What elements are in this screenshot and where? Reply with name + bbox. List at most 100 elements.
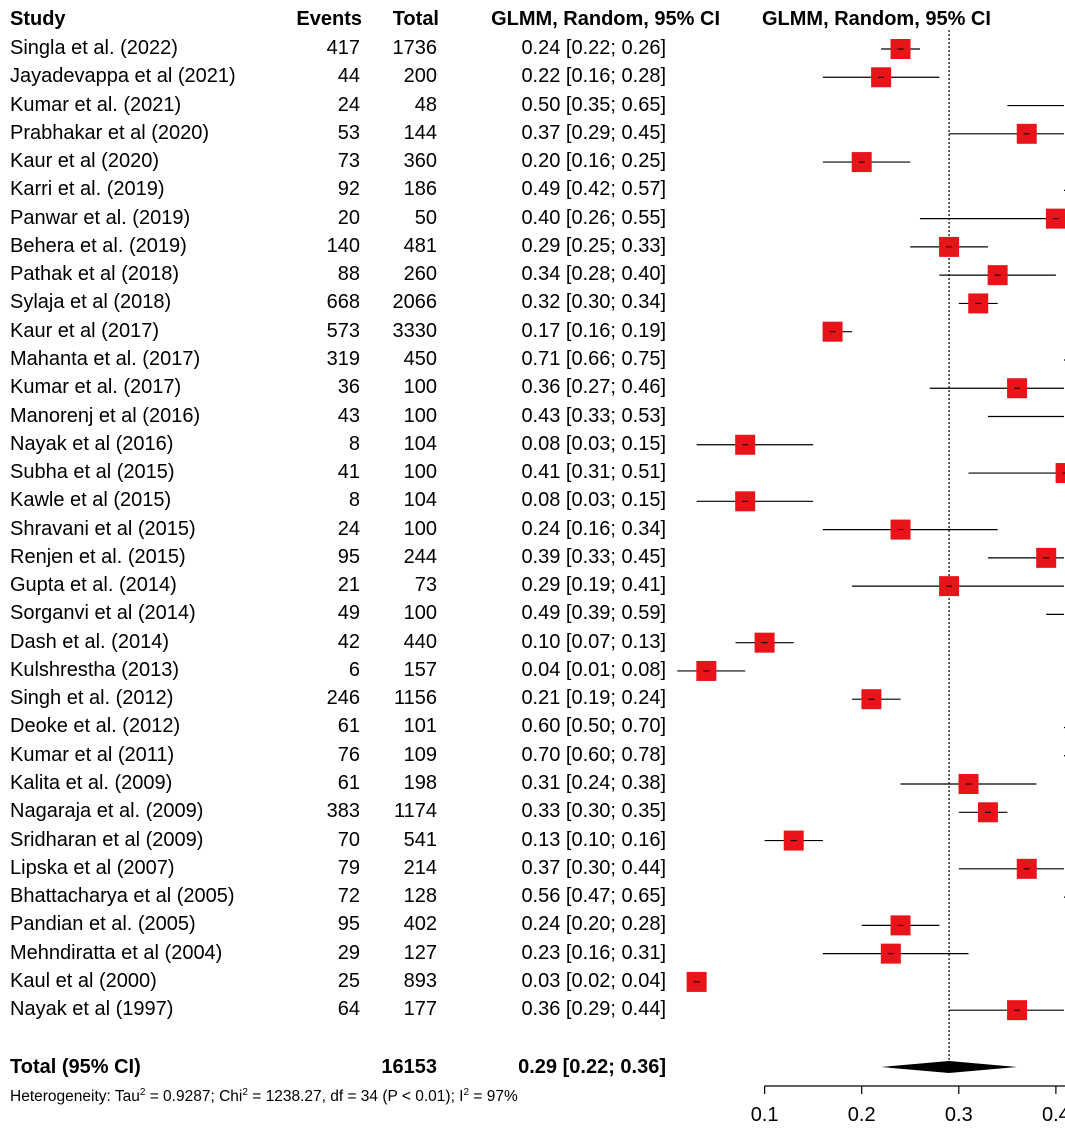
table-row: Behera et al. (2019) 140 481 0.29 [0.25; 0.… bbox=[0, 233, 720, 261]
study-name: Subha et al (2015) bbox=[10, 461, 175, 484]
table-row: Pathak et al (2018) 88 260 0.34 [0.28; 0.40… bbox=[0, 261, 720, 289]
ci-value: 0.24 [0.22; 0.26] bbox=[521, 37, 666, 59]
study-name: Shravani et al (2015) bbox=[10, 517, 196, 540]
ci-value: 0.36 [0.29; 0.44] bbox=[521, 998, 666, 1021]
study-name: Gupta et al. (2014) bbox=[10, 574, 177, 597]
total-value: 177 bbox=[403, 998, 437, 1021]
study-name: Jayadevappa et al (2021) bbox=[10, 65, 236, 88]
table-row: Kalita et al. (2009) 61 198 0.31 [0.24; 0.3… bbox=[0, 770, 720, 798]
table-row: Gupta et al. (2014) 21 73 0.29 [0.19; 0.41] bbox=[0, 572, 720, 600]
table-row: Kulshrestha (2013) 6 157 0.04 [0.01; 0.08] bbox=[0, 657, 720, 685]
table-row: Deoke et al. (2012) 61 101 0.60 [0.50; 0.70… bbox=[0, 713, 720, 741]
ci-value: 0.32 [0.30; 0.34] bbox=[521, 291, 666, 314]
total-value: 360 bbox=[403, 150, 437, 173]
header-study: Study bbox=[10, 8, 66, 30]
events-value: 24 bbox=[337, 517, 360, 540]
events-value: 43 bbox=[337, 404, 360, 427]
events-value: 79 bbox=[337, 856, 360, 879]
ci-value: 0.20 [0.16; 0.25] bbox=[521, 150, 666, 173]
events-value: 73 bbox=[337, 150, 360, 173]
study-name: Karri et al. (2019) bbox=[10, 178, 165, 201]
header-events: Events bbox=[296, 8, 362, 30]
study-name: Dash et al. (2014) bbox=[10, 630, 169, 653]
events-value: 88 bbox=[337, 263, 360, 286]
x-tick-label: 0.4 bbox=[1042, 1104, 1065, 1126]
table-row: Nayak et al (2016) 8 104 0.08 [0.03; 0.15] bbox=[0, 431, 720, 459]
events-value: 76 bbox=[337, 743, 360, 766]
study-name: Singla et al. (2022) bbox=[10, 37, 178, 59]
table-row: Kumar et al. (2017) 36 100 0.36 [0.27; 0.46… bbox=[0, 374, 720, 402]
total-value: 100 bbox=[403, 517, 437, 540]
ci-value: 0.36 [0.27; 0.46] bbox=[521, 376, 666, 399]
study-name: Behera et al. (2019) bbox=[10, 234, 187, 257]
table-row: Kawle et al (2015) 8 104 0.08 [0.03; 0.15] bbox=[0, 487, 720, 515]
events-value: 383 bbox=[326, 800, 360, 823]
total-value: 100 bbox=[403, 376, 437, 399]
table-row: Nagaraja et al. (2009) 383 1174 0.33 [0.30;… bbox=[0, 798, 720, 826]
events-value: 64 bbox=[337, 998, 360, 1021]
ci-value: 0.10 [0.07; 0.13] bbox=[521, 630, 666, 653]
study-name: Kumar et al. (2017) bbox=[10, 376, 182, 399]
study-name: Panwar et al. (2019) bbox=[10, 206, 191, 229]
events-value: 668 bbox=[326, 291, 360, 314]
total-value: 450 bbox=[403, 347, 437, 370]
study-name: Sridharan et al (2009) bbox=[10, 828, 204, 851]
ci-value: 0.43 [0.33; 0.53] bbox=[521, 404, 666, 427]
events-value: 36 bbox=[337, 376, 360, 399]
study-name: Nagaraja et al. (2009) bbox=[10, 800, 204, 823]
ci-value: 0.50 [0.35; 0.65] bbox=[521, 93, 666, 116]
ci-value: 0.22 [0.16; 0.28] bbox=[521, 65, 666, 88]
ci-value: 0.17 [0.16; 0.19] bbox=[521, 319, 666, 342]
total-value: 481 bbox=[403, 234, 437, 257]
total-value: 260 bbox=[403, 263, 437, 286]
ci-value: 0.31 [0.24; 0.38] bbox=[521, 772, 666, 795]
events-value: 319 bbox=[326, 347, 360, 370]
total-value: 48 bbox=[414, 93, 437, 116]
ci-value: 0.37 [0.30; 0.44] bbox=[521, 856, 666, 879]
study-name: Kaul et al (2000) bbox=[10, 969, 157, 992]
events-value: 8 bbox=[348, 432, 360, 455]
table-row: Renjen et al. (2015) 95 244 0.39 [0.33; 0.4… bbox=[0, 544, 720, 572]
study-name: Kalita et al. (2009) bbox=[10, 772, 173, 795]
study-name: Bhattacharya et al (2005) bbox=[10, 885, 235, 908]
ci-value: 0.04 [0.01; 0.08] bbox=[521, 658, 666, 681]
total-value: 73 bbox=[414, 574, 437, 597]
ci-value: 0.29 [0.19; 0.41] bbox=[521, 574, 666, 597]
events-value: 95 bbox=[337, 545, 360, 568]
ci-value: 0.49 [0.39; 0.59] bbox=[521, 602, 666, 625]
total-value: 104 bbox=[403, 489, 437, 512]
total-value: 100 bbox=[403, 404, 437, 427]
events-value: 29 bbox=[337, 941, 360, 964]
events-value: 8 bbox=[348, 489, 360, 512]
study-name: Kulshrestha (2013) bbox=[10, 658, 179, 681]
table-row: Singh et al. (2012) 246 1156 0.21 [0.19; 0.… bbox=[0, 685, 720, 713]
ci-value: 0.70 [0.60; 0.78] bbox=[521, 743, 666, 766]
ci-value: 0.34 [0.28; 0.40] bbox=[521, 263, 666, 286]
study-name: Lipska et al (2007) bbox=[10, 856, 175, 879]
total-value: 893 bbox=[403, 969, 437, 992]
table-row: Kaur et al (2020) 73 360 0.20 [0.16; 0.25] bbox=[0, 148, 720, 176]
study-name: Nayak et al (2016) bbox=[10, 432, 174, 455]
study-name: Mahanta et al. (2017) bbox=[10, 347, 201, 370]
events-value: 6 bbox=[348, 658, 360, 681]
heterogeneity-text: Heterogeneity: Tau2 = 0.9287; Chi2 = 123… bbox=[10, 1087, 518, 1106]
events-value: 24 bbox=[337, 93, 360, 116]
total-value: 1736 bbox=[392, 37, 438, 59]
ci-value: 0.08 [0.03; 0.15] bbox=[521, 489, 666, 512]
ci-value: 0.08 [0.03; 0.15] bbox=[521, 432, 666, 455]
pooled-row: Total (95% CI) 16153 0.29 [0.22; 0.36] bbox=[0, 1054, 720, 1082]
table-row: Bhattacharya et al (2005) 72 128 0.56 [0.47… bbox=[0, 883, 720, 911]
table-row: Nayak et al (1997) 64 177 0.36 [0.29; 0.44] bbox=[0, 996, 720, 1024]
ci-value: 0.49 [0.42; 0.57] bbox=[521, 178, 666, 201]
table-row: Karri et al. (2019) 92 186 0.49 [0.42; 0.57… bbox=[0, 176, 720, 204]
events-value: 44 bbox=[337, 65, 360, 88]
total-value: 402 bbox=[403, 913, 437, 936]
table-row: Kaur et al (2017) 573 3330 0.17 [0.16; 0.19… bbox=[0, 318, 720, 346]
table-row: Prabhakar et al (2020) 53 144 0.37 [0.29; 0… bbox=[0, 120, 720, 148]
ci-value: 0.71 [0.66; 0.75] bbox=[521, 347, 666, 370]
table-row: Singla et al. (2022) 417 1736 0.24 [0.22; 0… bbox=[0, 35, 720, 63]
table-row: Dash et al. (2014) 42 440 0.10 [0.07; 0.13] bbox=[0, 629, 720, 657]
total-value: 214 bbox=[403, 856, 437, 879]
header-ci: GLMM, Random, 95% CI bbox=[491, 8, 720, 30]
